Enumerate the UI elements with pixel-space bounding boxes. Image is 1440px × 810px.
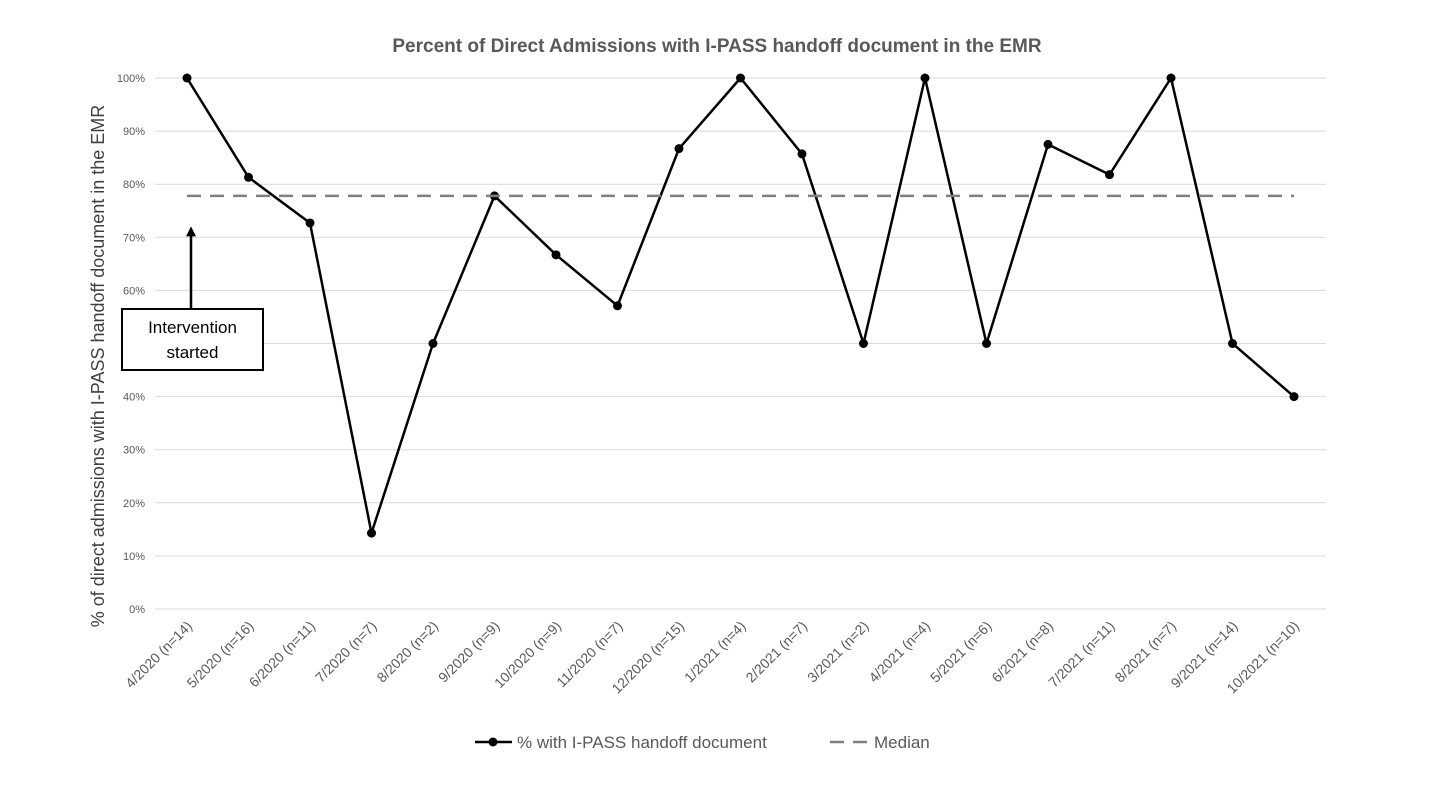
x-tick-label: 8/2021 (n=7): [1111, 618, 1179, 686]
data-point: [1228, 339, 1237, 348]
chart-title: Percent of Direct Admissions with I-PASS…: [392, 36, 1041, 57]
legend-marker: [488, 737, 498, 747]
annotation-arrow-head: [186, 226, 196, 237]
x-tick-label: 7/2021 (n=11): [1045, 618, 1118, 691]
plot-area: [182, 73, 1299, 539]
legend-label-median: Median: [874, 733, 930, 752]
series-line: [185, 74, 1295, 539]
y-axis-label: % of direct admissions with I-PASS hando…: [88, 105, 108, 628]
x-tick-label: 3/2021 (n=2): [804, 618, 872, 686]
y-tick-label: 70%: [123, 232, 145, 244]
annotation-box: [121, 308, 264, 371]
y-axis-ticks: 0%10%20%30%40%50%60%70%80%90%100%: [117, 73, 145, 616]
annotation-text: Intervention: [148, 318, 237, 337]
data-point: [367, 528, 376, 538]
x-tick-label: 9/2020 (n=9): [435, 618, 503, 686]
y-tick-label: 40%: [123, 392, 145, 404]
data-point: [182, 73, 192, 83]
y-tick-label: 30%: [123, 445, 145, 457]
data-point: [244, 172, 253, 182]
x-tick-label: 1/2021 (n=4): [681, 618, 749, 686]
y-tick-label: 80%: [123, 179, 145, 191]
data-point: [1166, 73, 1176, 83]
data-point: [736, 73, 745, 83]
y-tick-label: 0%: [129, 604, 145, 616]
data-point: [1105, 170, 1114, 180]
data-point: [1289, 392, 1299, 402]
x-tick-label: 6/2020 (n=11): [246, 618, 319, 691]
y-tick-label: 60%: [123, 285, 145, 297]
data-point: [797, 149, 807, 159]
legend-label-series: % with I-PASS handoff document: [517, 733, 767, 752]
x-tick-label: 5/2021 (n=6): [927, 618, 995, 686]
legend: % with I-PASS handoff document Median: [475, 733, 930, 752]
data-point: [982, 339, 991, 348]
x-tick-label: 8/2020 (n=2): [373, 618, 441, 686]
data-point: [613, 301, 622, 311]
x-axis-ticks: 4/2020 (n=14)5/2020 (n=16)6/2020 (n=11)7…: [122, 618, 1302, 697]
annotation-text: started: [167, 343, 219, 362]
data-point: [674, 144, 684, 154]
data-point: [551, 250, 561, 260]
x-tick-label: 4/2021 (n=4): [865, 618, 933, 686]
data-point: [920, 73, 930, 83]
x-tick-label: 7/2020 (n=7): [312, 618, 380, 686]
intervention-annotation: Intervention started: [121, 226, 264, 371]
x-tick-label: 2/2021 (n=7): [742, 618, 810, 686]
x-tick-label: 6/2021 (n=8): [988, 618, 1056, 686]
y-tick-label: 100%: [117, 73, 145, 85]
data-point: [428, 339, 438, 348]
data-point: [859, 339, 868, 348]
y-tick-label: 20%: [123, 498, 145, 510]
y-tick-label: 90%: [123, 126, 145, 138]
data-point: [1043, 139, 1053, 149]
gridlines: [155, 77, 1326, 610]
data-point: [305, 218, 315, 228]
y-tick-label: 10%: [123, 551, 145, 563]
